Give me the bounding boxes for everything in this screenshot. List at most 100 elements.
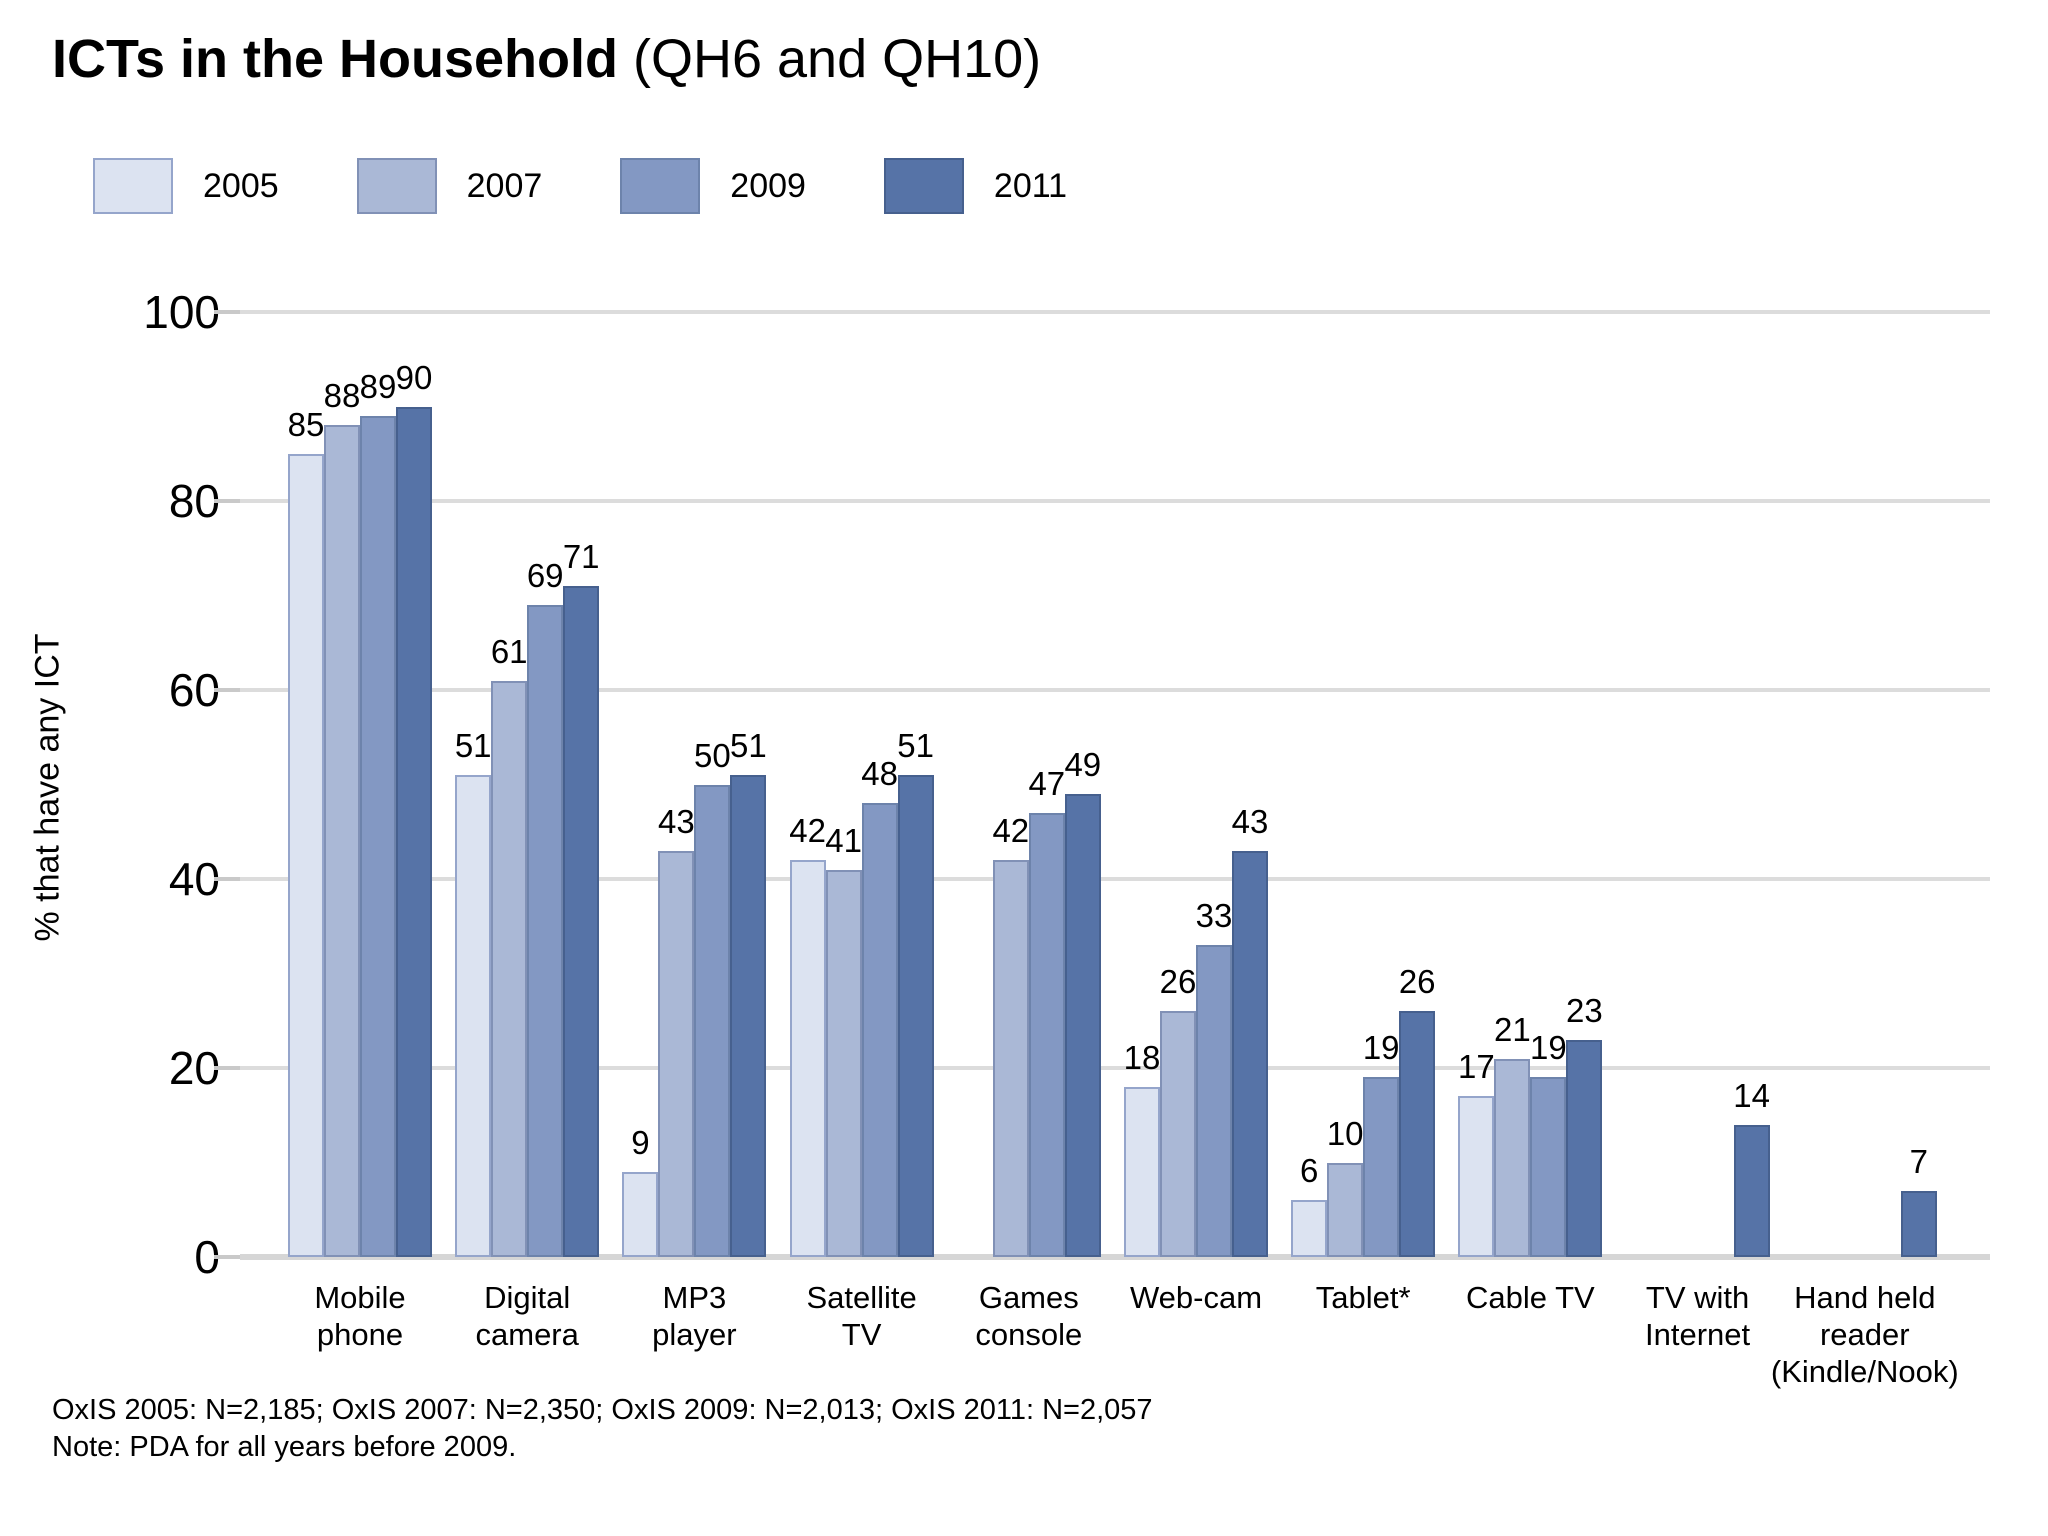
x-baseline <box>240 1254 1990 1260</box>
bar-2005-6 <box>1291 1200 1328 1257</box>
bar-2011-3 <box>897 775 934 1257</box>
x-category-label-line: Digital <box>484 1280 571 1315</box>
y-tick-mark-100 <box>214 310 240 314</box>
plot-area: 85 88 89 90 51 61 69 71 9 43 50 51 42 41 48 51 42 47 49 18 2… <box>240 310 1990 1260</box>
x-category-label-0: Mobile phone <box>250 1279 470 1353</box>
chart-title-suffix: (QH6 and QH10) <box>618 29 1042 89</box>
bar-value-2011-6: 26 <box>1398 963 1436 1001</box>
bar-group-tv-with-internet: 14 <box>1626 312 1770 1257</box>
bar-2007-7 <box>1494 1058 1531 1257</box>
bar-value-2009-6: 19 <box>1362 1029 1400 1067</box>
bar-value-2009-3: 48 <box>861 755 898 793</box>
bar-value-2007-5: 26 <box>1159 963 1197 1001</box>
bar-2007-4 <box>992 860 1029 1257</box>
bar-2011-8 <box>1733 1124 1770 1257</box>
chart-title: ICTs in the Household (QH6 and QH10) <box>52 28 1041 90</box>
legend-item-2005: 2005 <box>93 158 279 214</box>
y-tick-label-100: 100 <box>143 286 220 338</box>
bar-value-2011-8: 14 <box>1733 1076 1770 1114</box>
bar-2009-1 <box>527 604 564 1257</box>
legend-label-2007: 2007 <box>466 166 543 205</box>
y-tick-mark-40 <box>214 877 240 881</box>
x-category-label-line: reader <box>1819 1317 1910 1352</box>
gridline-60 <box>240 688 1990 692</box>
bar-value-2005-2: 9 <box>631 1123 650 1161</box>
x-category-label-line: Hand held <box>1794 1280 1936 1315</box>
footnote: OxIS 2005: N=2,185; OxIS 2007: N=2,350; … <box>52 1392 1153 1466</box>
x-category-label-line: Web-cam <box>1129 1280 1263 1315</box>
bar-2005-2 <box>622 1171 659 1257</box>
bar-group-tablet-: 6 10 19 26 <box>1291 312 1436 1257</box>
bar-value-2009-0: 89 <box>359 367 397 405</box>
x-category-label-1: Digital camera <box>417 1279 637 1353</box>
x-category-label-line: MP3 <box>662 1280 727 1315</box>
bar-2005-0 <box>288 453 324 1257</box>
legend: 2005 2007 2009 2011 <box>93 158 1145 214</box>
bar-2011-6 <box>1399 1011 1436 1257</box>
bar-value-2011-5: 43 <box>1231 802 1269 840</box>
y-tick-mark-60 <box>214 688 240 692</box>
bar-group-satellite-tv: 42 41 48 51 <box>789 312 934 1257</box>
bar-2005-1 <box>455 775 492 1257</box>
x-category-label-8: TV with Internet <box>1588 1279 1808 1353</box>
bar-value-2009-1: 69 <box>526 556 564 594</box>
x-category-label-line: player <box>652 1317 737 1352</box>
bar-2009-5 <box>1196 945 1232 1257</box>
bar-group-cable-tv: 17 21 19 23 <box>1458 312 1603 1257</box>
bar-value-2005-6: 6 <box>1300 1152 1319 1190</box>
bar-2011-5 <box>1232 850 1268 1257</box>
bar-2009-7 <box>1530 1077 1567 1257</box>
y-axis-title: % that have any ICT <box>28 633 67 942</box>
bar-value-2005-1: 51 <box>454 727 492 765</box>
y-tick-mark-80 <box>214 499 240 503</box>
y-tick-label-0: 0 <box>194 1231 220 1283</box>
bar-value-2005-3: 42 <box>789 812 826 850</box>
bar-value-2005-0: 85 <box>287 405 325 443</box>
bar-value-2005-5: 18 <box>1123 1038 1161 1076</box>
bar-value-2011-7: 23 <box>1566 991 1603 1029</box>
bar-2005-7 <box>1458 1096 1495 1257</box>
bar-value-2007-2: 43 <box>658 802 695 840</box>
x-category-label-line: Mobile <box>314 1280 406 1315</box>
bar-2005-3 <box>789 860 826 1257</box>
bar-value-2011-4: 49 <box>1064 745 1102 783</box>
y-tick-mark-0 <box>214 1255 240 1259</box>
x-category-label-line: console <box>975 1317 1083 1352</box>
gridline-20 <box>240 1066 1990 1070</box>
bar-2007-0 <box>324 425 360 1257</box>
y-tick-label-40: 40 <box>168 853 220 905</box>
gridline-80 <box>240 499 1990 503</box>
bar-value-2007-6: 10 <box>1326 1114 1364 1152</box>
bar-2011-2 <box>730 775 767 1257</box>
bar-value-2009-2: 50 <box>694 736 731 774</box>
legend-swatch-2007 <box>356 158 437 214</box>
x-category-label-line: TV with <box>1645 1280 1750 1315</box>
bar-2007-1 <box>491 680 528 1257</box>
bar-2009-0 <box>360 415 396 1257</box>
bar-2005-5 <box>1124 1086 1160 1257</box>
y-tick-label-60: 60 <box>168 664 220 716</box>
legend-swatch-2011 <box>883 158 964 214</box>
x-category-label-line: TV <box>841 1317 882 1352</box>
bar-2011-1 <box>563 586 600 1257</box>
x-category-label-4: Games console <box>919 1279 1139 1353</box>
x-category-label-9: Hand held reader (Kindle/Nook) <box>1755 1279 1975 1390</box>
legend-swatch-2005 <box>93 158 173 214</box>
x-category-label-line: Cable TV <box>1466 1280 1595 1315</box>
x-category-label-line: Games <box>978 1280 1079 1315</box>
y-tick-label-80: 80 <box>168 475 220 527</box>
legend-label-2011: 2011 <box>993 166 1068 205</box>
y-tick-label-20: 20 <box>168 1042 220 1094</box>
x-category-label-line: Tablet* <box>1315 1280 1411 1315</box>
bar-group-mobile-phone: 85 88 89 90 <box>288 312 432 1257</box>
bar-group-hand-held-reader-kindle-nook-: 7 <box>1793 312 1937 1257</box>
bar-group-mp3-player: 9 43 50 51 <box>622 312 767 1257</box>
bar-value-2009-4: 47 <box>1028 764 1066 802</box>
gridline-100 <box>240 310 1990 314</box>
bar-value-2011-2: 51 <box>730 727 767 765</box>
x-category-label-line: phone <box>316 1317 404 1352</box>
bar-group-digital-camera: 51 61 69 71 <box>455 312 600 1257</box>
bar-2011-4 <box>1064 793 1101 1257</box>
x-category-label-line: camera <box>475 1317 579 1352</box>
